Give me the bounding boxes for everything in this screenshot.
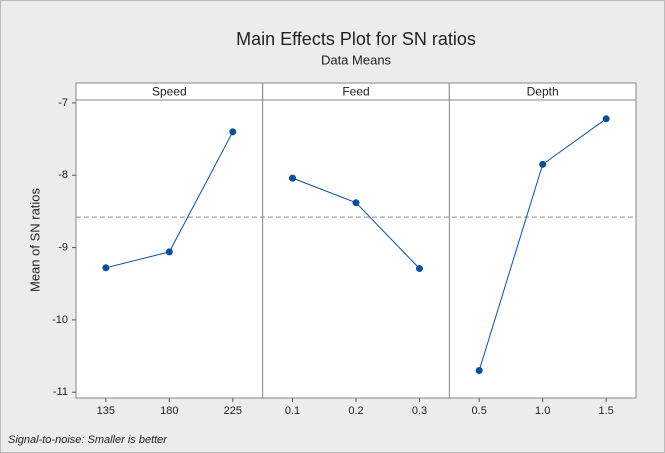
y-tick-label: -9 (58, 241, 68, 253)
point (602, 115, 610, 123)
point (229, 128, 237, 136)
x-tick-label: 0.5 (472, 405, 487, 417)
x-tick-label: 0.3 (412, 405, 427, 417)
point (415, 265, 423, 273)
point (289, 174, 297, 182)
y-axis-label: Mean of SN ratios (27, 187, 42, 292)
y-tick-label: -7 (58, 97, 68, 109)
panel-title: Feed (342, 85, 369, 99)
panel-title: Speed (152, 85, 187, 99)
x-tick-label: 135 (97, 405, 115, 417)
x-tick-label: 1.0 (535, 405, 550, 417)
point (352, 199, 360, 207)
chart-subtitle: Data Means (321, 52, 392, 67)
point (475, 367, 483, 375)
x-tick-label: 0.2 (348, 405, 363, 417)
point (539, 160, 547, 168)
y-tick-label: -10 (52, 314, 68, 326)
point (102, 264, 110, 272)
x-tick-label: 180 (160, 405, 178, 417)
footnote: Signal-to-noise: Smaller is better (8, 434, 168, 446)
y-tick-label: -8 (58, 169, 68, 181)
y-tick-label: -11 (53, 386, 68, 398)
panel-title: Depth (527, 85, 559, 99)
chart-title: Main Effects Plot for SN ratios (236, 29, 476, 49)
point (165, 248, 173, 256)
x-tick-label: 225 (224, 405, 242, 417)
panel-header (448, 82, 637, 101)
x-tick-label: 1.5 (598, 405, 613, 417)
plot-area (75, 99, 637, 399)
x-tick-label: 0.1 (285, 405, 300, 417)
